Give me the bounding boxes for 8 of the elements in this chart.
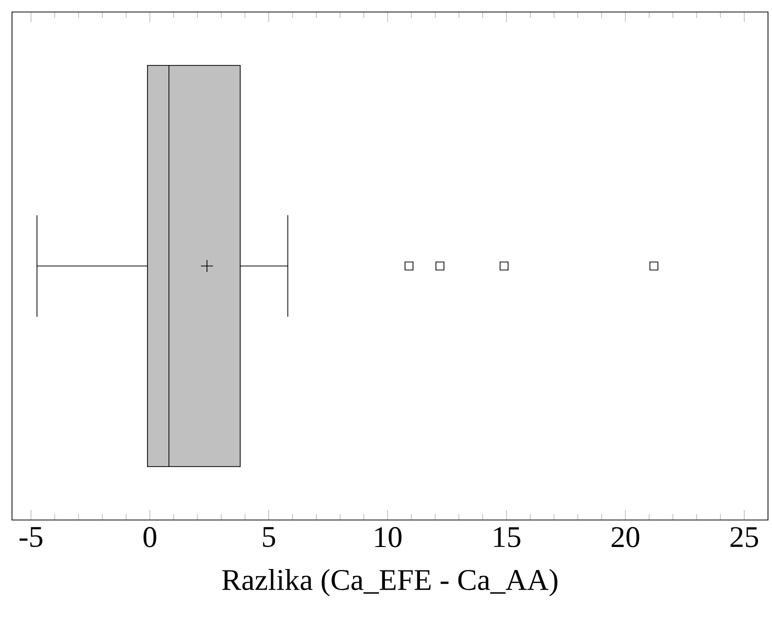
x-tick-label: -5 bbox=[20, 527, 42, 547]
x-axis-title: Razlika (Ca_EFE - Ca_AA) bbox=[222, 569, 558, 596]
x-tick-label: 25 bbox=[730, 527, 758, 548]
x-tick-label: 20 bbox=[612, 527, 640, 548]
x-tick-label: 0 bbox=[144, 527, 156, 548]
x-tick-label: 5 bbox=[263, 527, 276, 547]
x-tick-label: 10 bbox=[375, 527, 402, 548]
x-tick-label: 15 bbox=[494, 527, 520, 548]
